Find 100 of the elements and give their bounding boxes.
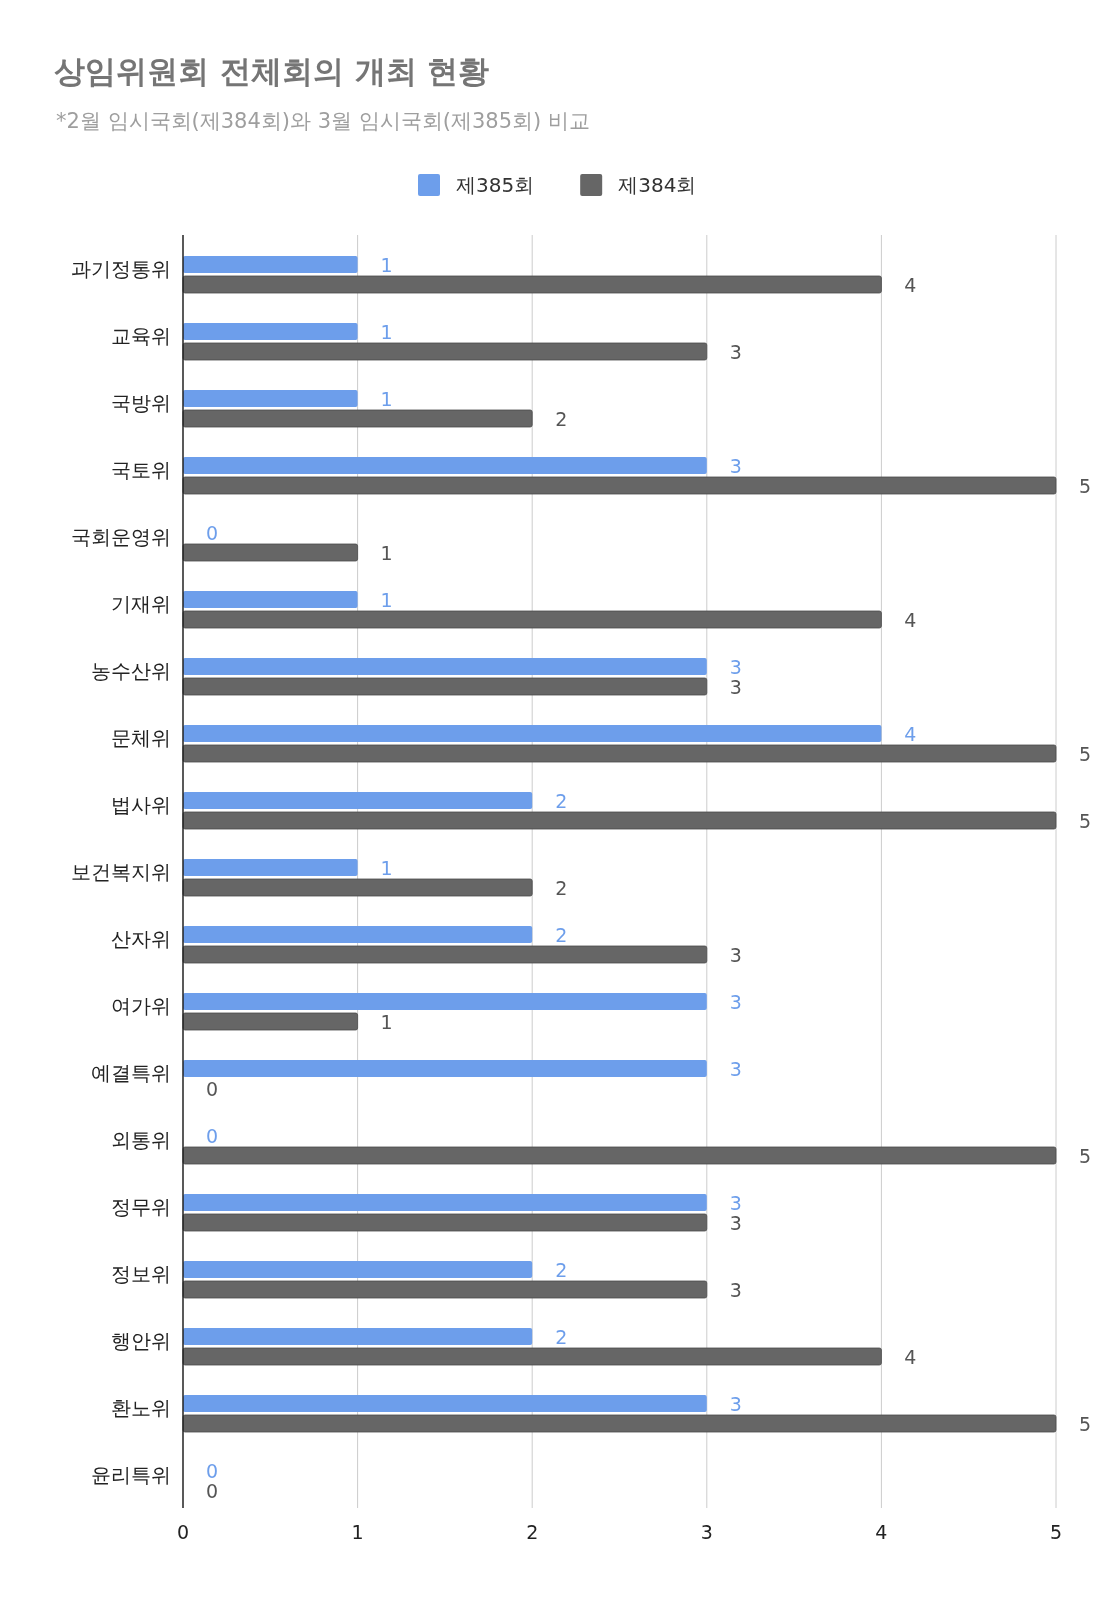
bar <box>182 878 533 897</box>
y-tick-label: 정보위 <box>111 1261 171 1286</box>
data-label: 1 <box>380 320 393 343</box>
x-tick-label: 5 <box>1049 1521 1063 1543</box>
data-label: 3 <box>729 655 742 678</box>
bar <box>182 610 882 629</box>
chart-subtitle: *2월 임시국회(제384회)와 3월 임시국회(제385회) 비교 <box>56 109 590 133</box>
legend-label: 제384회 <box>618 173 697 197</box>
y-tick-label: 국토위 <box>111 457 171 482</box>
y-tick-label: 환노위 <box>111 1395 171 1420</box>
data-label: 1 <box>380 541 393 564</box>
data-label: 0 <box>205 521 219 544</box>
chart-title: 상임위원회 전체회의 개최 현황 <box>54 53 490 89</box>
y-tick-label: 국회운영위 <box>71 524 171 549</box>
y-tick-label: 예결특위 <box>91 1060 171 1085</box>
data-label: 0 <box>205 1459 219 1482</box>
bar <box>183 993 707 1010</box>
bar <box>183 658 707 675</box>
data-label: 1 <box>380 588 393 611</box>
bar <box>183 725 882 742</box>
bar <box>183 591 358 608</box>
data-label: 5 <box>1078 474 1092 497</box>
data-label: 5 <box>1078 1412 1092 1435</box>
y-tick-label: 외통위 <box>111 1127 171 1152</box>
y-tick-label: 행안위 <box>111 1328 171 1353</box>
y-tick-label: 여가위 <box>111 993 171 1018</box>
bar <box>183 859 358 876</box>
y-tick-label: 문체위 <box>111 725 171 750</box>
bar <box>183 323 358 340</box>
data-label: 0 <box>205 1077 219 1100</box>
bar <box>183 1060 707 1077</box>
bar <box>182 275 882 294</box>
data-label: 0 <box>205 1124 219 1147</box>
bar <box>183 390 358 407</box>
data-label: 3 <box>729 990 742 1013</box>
data-label: 3 <box>729 943 742 966</box>
x-tick-label: 1 <box>351 1521 364 1543</box>
bar <box>182 543 358 562</box>
data-label: 4 <box>904 608 917 631</box>
bar <box>183 1194 707 1211</box>
bar <box>182 744 1057 763</box>
y-tick-label: 과기정통위 <box>71 256 171 281</box>
y-tick-label: 교육위 <box>111 323 171 348</box>
data-label: 2 <box>555 407 568 430</box>
data-label: 3 <box>729 1392 742 1415</box>
data-label: 1 <box>380 1010 393 1033</box>
bar <box>182 1280 708 1299</box>
y-tick-label: 법사위 <box>111 792 171 817</box>
data-label: 2 <box>555 1258 568 1281</box>
y-tick-label: 보건복지위 <box>71 859 171 884</box>
bar <box>183 1261 533 1278</box>
data-label: 5 <box>1078 742 1092 765</box>
data-label: 4 <box>904 273 917 296</box>
data-label: 4 <box>904 1345 917 1368</box>
data-label: 5 <box>1078 809 1092 832</box>
data-label: 1 <box>380 856 393 879</box>
bar <box>182 342 708 361</box>
x-tick-label: 4 <box>875 1521 888 1543</box>
bar <box>182 1146 1057 1165</box>
bar <box>182 811 1057 830</box>
data-label: 1 <box>380 253 393 276</box>
bar <box>182 476 1057 495</box>
data-label: 2 <box>555 789 568 812</box>
data-label: 3 <box>729 1057 742 1080</box>
bar <box>182 945 708 964</box>
x-tick-label: 2 <box>526 1521 539 1543</box>
y-tick-label: 농수산위 <box>91 658 171 683</box>
bar <box>182 1213 708 1232</box>
data-label: 3 <box>729 340 742 363</box>
y-tick-label: 기재위 <box>111 591 171 616</box>
data-label: 3 <box>729 454 742 477</box>
bar <box>183 1328 533 1345</box>
bar <box>183 256 358 273</box>
y-tick-label: 윤리특위 <box>91 1462 171 1487</box>
data-label: 3 <box>729 1191 742 1214</box>
bar <box>182 1347 882 1366</box>
data-label: 0 <box>205 1479 219 1502</box>
data-label: 2 <box>555 923 568 946</box>
bar <box>183 792 533 809</box>
bar <box>183 457 707 474</box>
data-label: 1 <box>380 387 393 410</box>
x-tick-label: 3 <box>700 1521 713 1543</box>
data-label: 3 <box>729 1278 742 1301</box>
y-tick-label: 정무위 <box>111 1194 171 1219</box>
bar <box>182 677 708 696</box>
bar <box>183 926 533 943</box>
legend-label: 제385회 <box>456 173 535 197</box>
bar <box>182 409 533 428</box>
y-tick-label: 국방위 <box>111 390 171 415</box>
x-tick-label: 0 <box>176 1521 190 1543</box>
bar <box>182 1012 358 1031</box>
data-label: 3 <box>729 675 742 698</box>
data-label: 3 <box>729 1211 742 1234</box>
data-label: 2 <box>555 876 568 899</box>
bar <box>183 1395 707 1412</box>
data-label: 2 <box>555 1325 568 1348</box>
data-label: 4 <box>904 722 917 745</box>
data-label: 5 <box>1078 1144 1092 1167</box>
bar <box>182 1414 1057 1433</box>
y-tick-label: 산자위 <box>111 926 171 951</box>
